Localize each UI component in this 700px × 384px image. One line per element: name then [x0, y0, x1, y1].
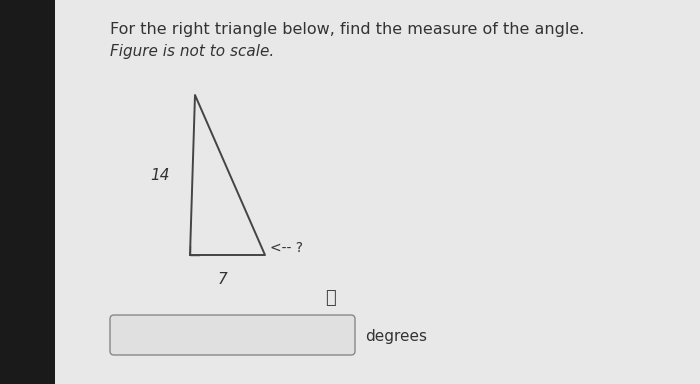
Text: For the right triangle below, find the measure of the angle.: For the right triangle below, find the m…: [110, 22, 584, 37]
Bar: [0, 0, 55, 384]
Text: ⌕: ⌕: [325, 289, 335, 307]
Text: 14: 14: [150, 167, 170, 182]
FancyBboxPatch shape: [110, 315, 355, 355]
Text: Figure is not to scale.: Figure is not to scale.: [110, 44, 274, 59]
Text: <-- ?: <-- ?: [270, 241, 303, 255]
Text: degrees: degrees: [365, 329, 427, 344]
Text: 7: 7: [217, 272, 227, 287]
